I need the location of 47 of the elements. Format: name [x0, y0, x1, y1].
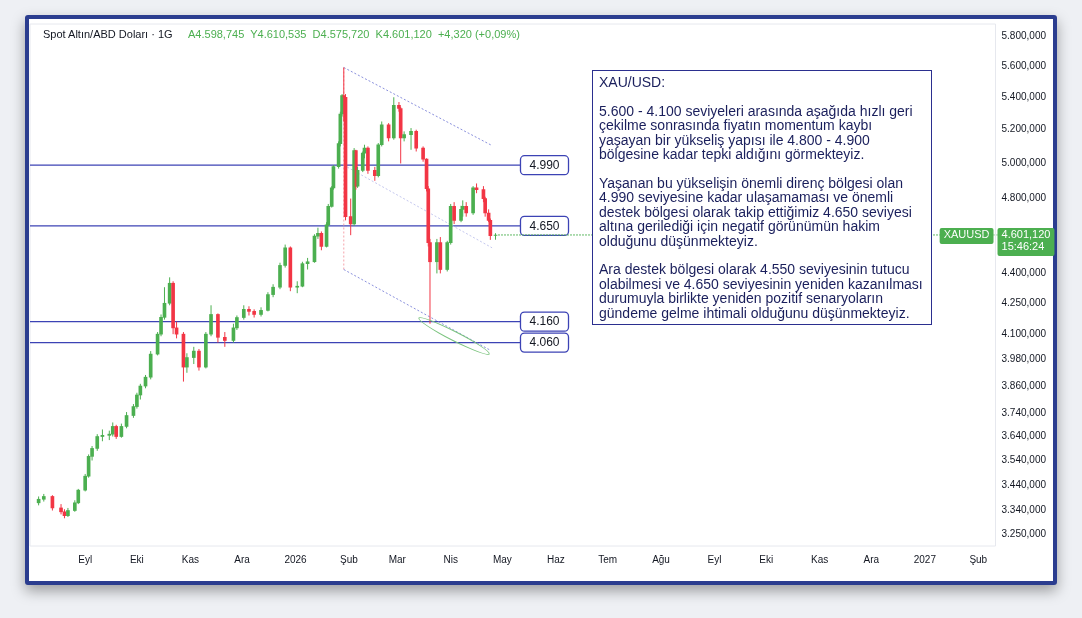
- annotation: XAUUSD: [943, 228, 990, 241]
- annotation: XAU/USD:: [599, 74, 667, 90]
- x-tick-label: 2026: [284, 553, 308, 565]
- x-tick-label: Nis: [443, 553, 458, 565]
- y-tick-label: 5.800,000: [1001, 29, 1047, 41]
- x-tick-label: Eyl: [707, 553, 722, 565]
- y-tick-label: 5.600,000: [1001, 59, 1047, 71]
- y-tick-label: 5.400,000: [1001, 91, 1047, 102]
- y-tick-label: 3.860,000: [1001, 379, 1047, 391]
- x-tick-label: Eki: [759, 553, 774, 565]
- y-tick-label: 3.740,000: [1001, 406, 1047, 418]
- x-tick-label: Tem: [598, 553, 618, 565]
- y-tick-label: 3.540,000: [1001, 454, 1047, 466]
- x-tick-label: Şub: [340, 553, 359, 565]
- y-tick-label: 3.440,000: [1001, 478, 1047, 490]
- x-tick-label: Eyl: [78, 553, 93, 565]
- x-tick-label: Ara: [863, 553, 880, 565]
- annotation: 4.601,120 15:46:24: [1001, 228, 1051, 253]
- x-tick-label: Eki: [129, 553, 144, 565]
- ref-line-label: 4.060: [529, 335, 560, 350]
- y-tick-label: 3.250,000: [1001, 527, 1047, 539]
- y-tick-label: 4.250,000: [1001, 297, 1047, 308]
- y-tick-label: 5.200,000: [1001, 123, 1047, 135]
- y-tick-label: 5.000,000: [1001, 157, 1047, 169]
- x-tick-label: Kas: [181, 553, 199, 565]
- y-tick-label: 3.980,000: [1001, 353, 1047, 365]
- annotation: 5.600 - 4.100 seviyeleri arasında aşağıda hızlı geri çekilme sonrasında fiyatın momentum kaybı yaşayan bir yükseliş yapısı ile 4.800 - 4.900 bölgesine kadar tepki aldığını görmekteyiz.: [599, 102, 914, 162]
- y-tick-label: 4.400,000: [1001, 267, 1047, 279]
- ref-line-label: 4.160: [529, 314, 560, 329]
- x-tick-label: Haz: [546, 553, 565, 565]
- x-tick-label: 2027: [913, 553, 937, 565]
- chart-title: Spot Altın/ABD Doları · 1G: [43, 28, 173, 40]
- ref-line-label: 4.990: [529, 157, 560, 172]
- ref-line-label: 4.650: [529, 218, 560, 233]
- y-tick-label: 4.800,000: [1001, 192, 1047, 204]
- x-tick-label: Mar: [388, 553, 407, 565]
- x-tick-label: Kas: [811, 553, 829, 565]
- y-tick-label: 3.640,000: [1001, 430, 1047, 442]
- x-tick-label: Ağu: [652, 553, 670, 565]
- annotation: Yaşanan bu yükselişin önemli direnç bölgesi olan 4.990 seviyesine kadar ulaşamaması ve önemli destek bölgesi olarak takip ettiğimiz 4.650 seviyesi altına gerilediği için negatif görünümün hakim olduğunu düşünmekteyiz.: [599, 174, 913, 249]
- x-tick-label: Ara: [234, 553, 251, 565]
- annotation: Ara destek bölgesi olarak 4.550 seviyesinin tutucu olabilmesi ve 4.650 seviyesinin yeniden kazanılması durumuyla birlikte yeniden pozitif senaryoların gündeme gelme ihtimali olduğunu düşünmekteyiz.: [599, 261, 924, 321]
- chart-subtitle: A4.598,745 Y4.610,535 D4.575,720 K4.601,120 +4,320 (+0,09%): [188, 28, 520, 40]
- x-tick-label: May: [492, 553, 512, 565]
- y-tick-label: 3.340,000: [1001, 504, 1047, 516]
- y-tick-label: 4.100,000: [1001, 327, 1047, 339]
- x-tick-label: Şub: [969, 553, 988, 565]
